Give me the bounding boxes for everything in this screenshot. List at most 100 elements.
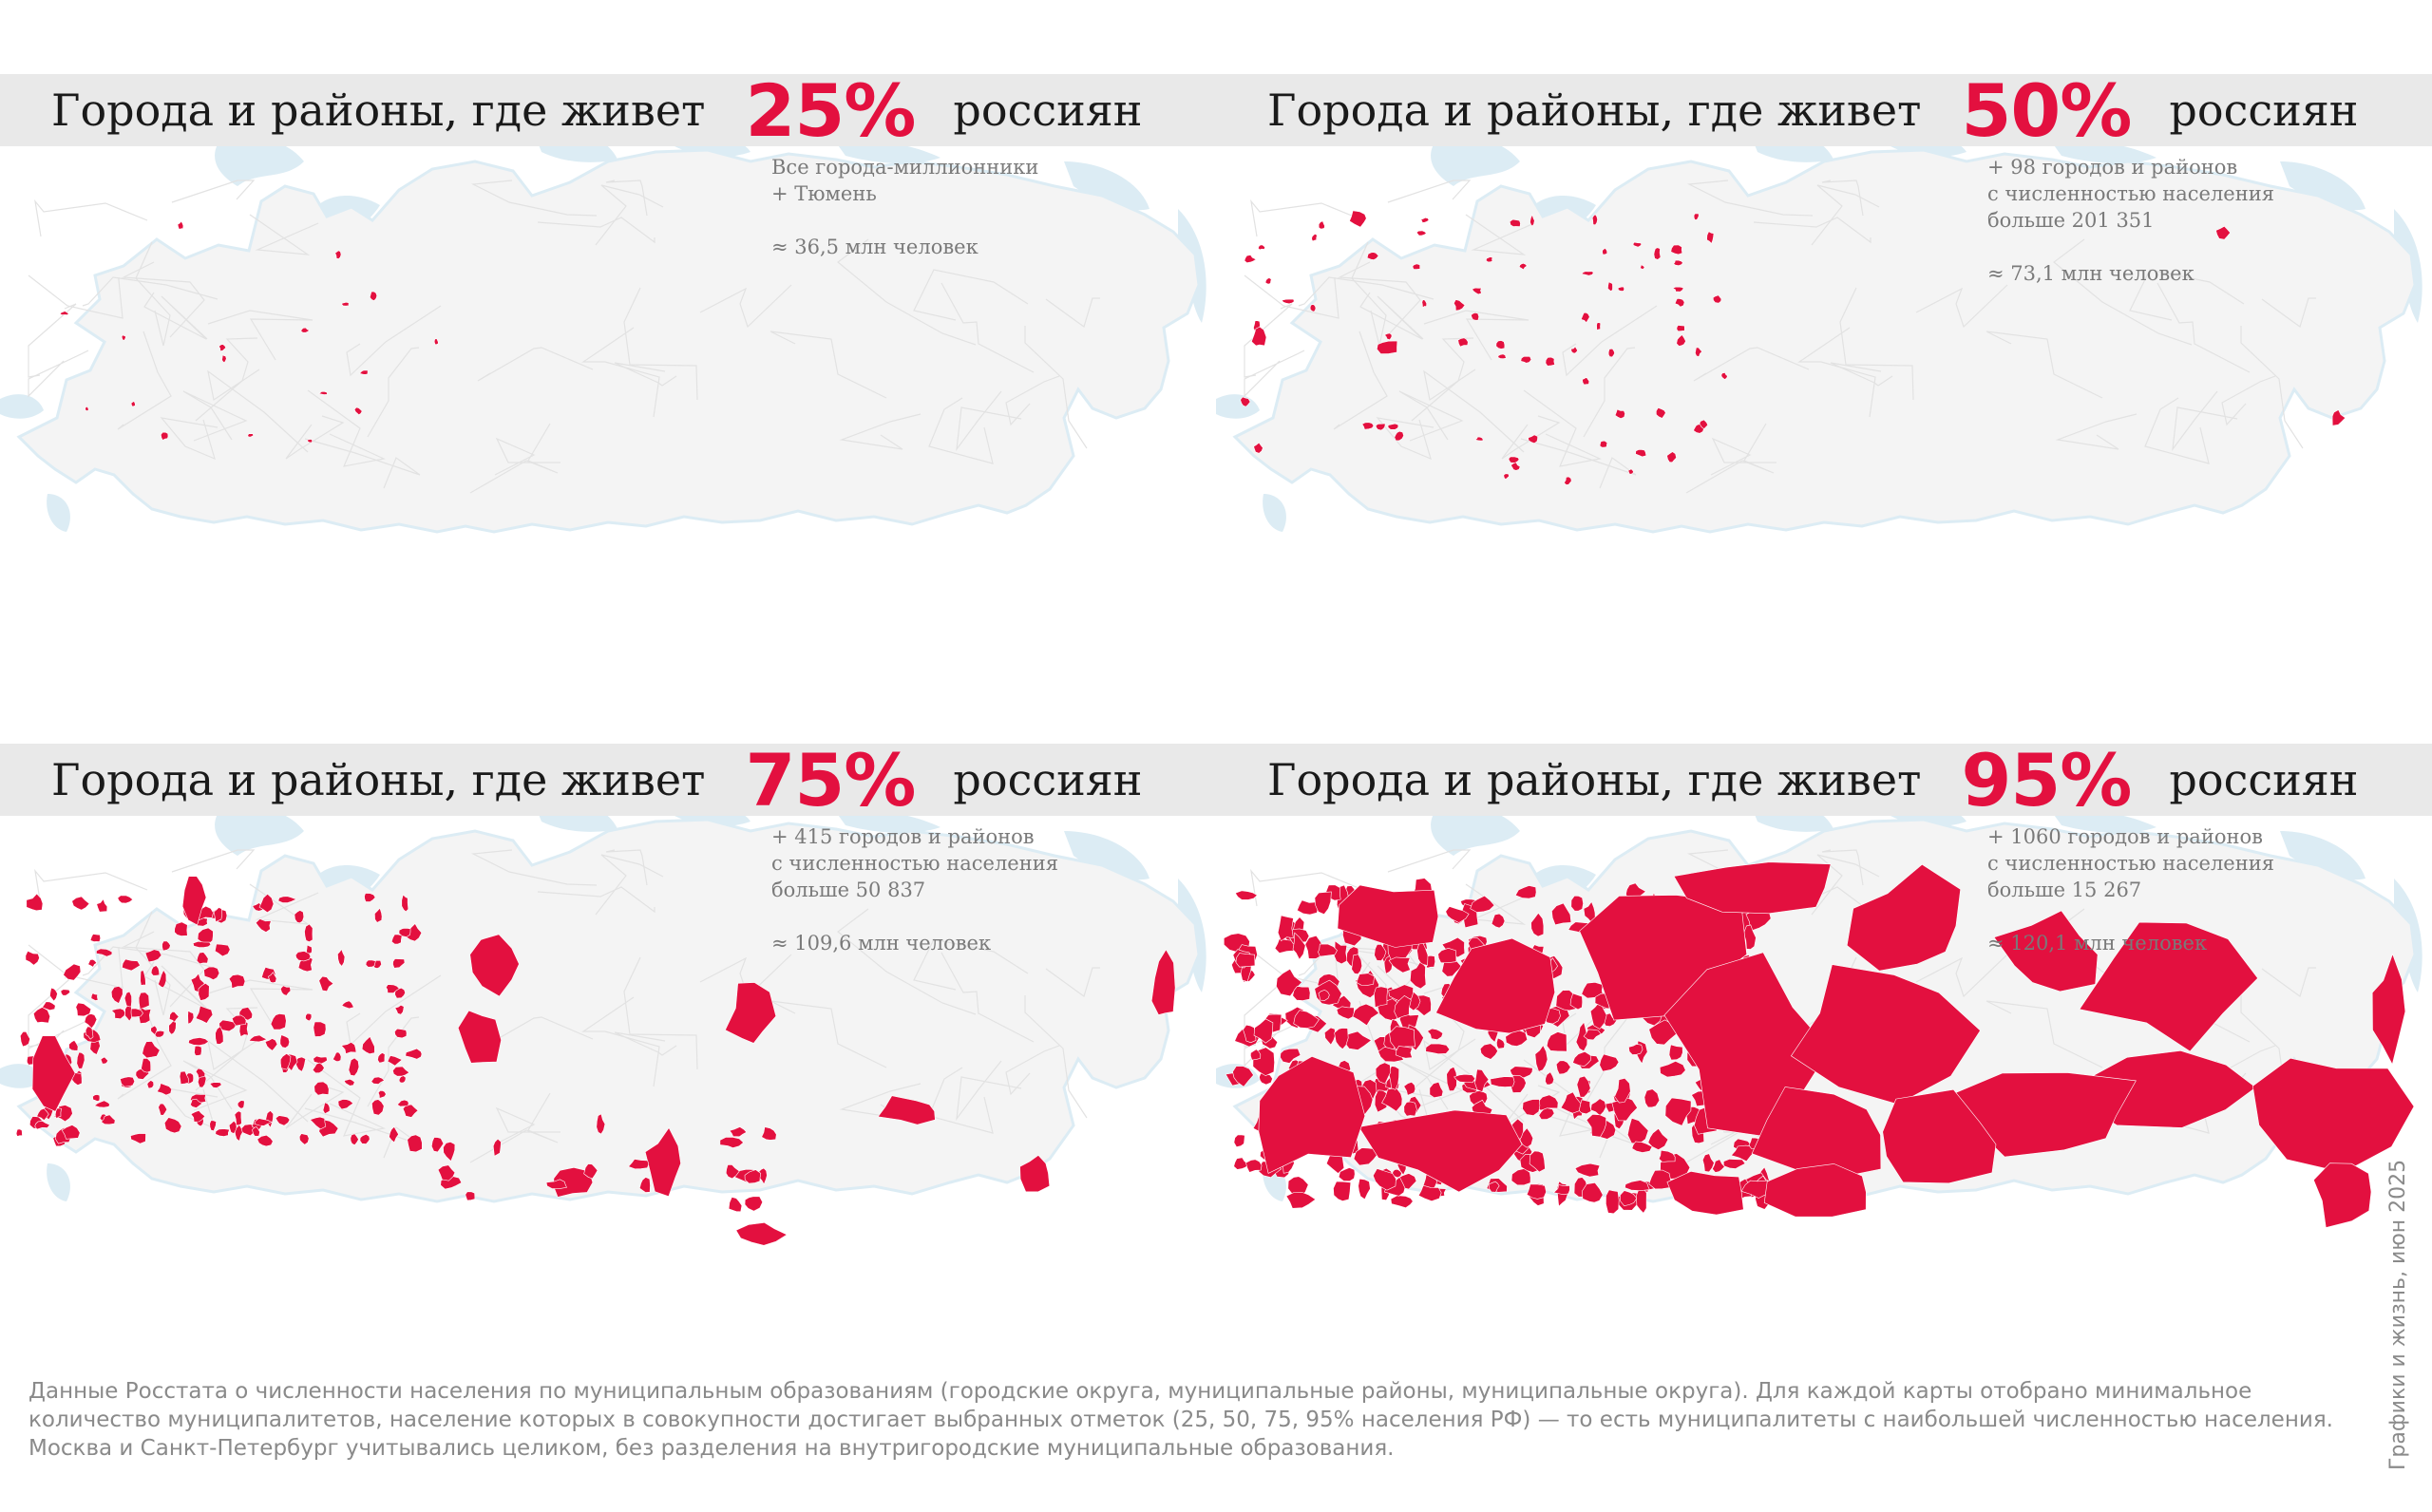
region-border [182,1060,248,1111]
region-border [1915,284,2008,329]
municipality [1292,986,1311,1001]
municipality [1445,906,1470,923]
municipality [1250,1049,1262,1061]
region-border [699,284,792,329]
region-border [1005,375,1060,426]
municipality [1388,956,1411,973]
municipality [457,1010,502,1064]
municipality [1520,355,1532,364]
municipality [1664,1097,1692,1126]
municipality [1257,244,1265,251]
municipality [728,1197,743,1213]
municipality [54,1107,62,1120]
municipality [1706,231,1715,245]
municipality [1240,396,1251,407]
municipality [729,1126,748,1138]
municipality [1446,1066,1457,1092]
municipality [1522,1099,1541,1116]
municipality [744,1196,764,1212]
footnote: Данные Росстата о численности населения … [28,1379,2333,1461]
russia-landmass [1232,148,2417,534]
municipality [1670,244,1683,255]
municipality [1258,1056,1366,1174]
municipality [163,1117,182,1134]
region-border [28,303,77,378]
region-border [2172,390,2238,452]
municipality [255,918,272,933]
region-border [1986,331,2103,399]
region-border [940,952,1035,1043]
description-line: с численностью населения [1987,182,2274,205]
municipality [433,338,439,346]
municipality [1626,1118,1649,1144]
russia-map [0,803,1206,1246]
municipality [179,1070,189,1085]
municipality [121,334,126,341]
municipality [398,1075,407,1084]
municipality [390,934,403,945]
municipality [370,1076,386,1085]
title-tail: россиян [2169,754,2359,805]
municipality [361,1035,375,1055]
municipality [89,934,102,942]
municipality [1358,1178,1371,1200]
region-border [28,350,89,398]
region-border [837,908,977,1015]
municipality [270,1013,287,1030]
municipality [1496,1037,1506,1049]
municipality [377,1052,386,1064]
credit: Графики и жизнь, июн 2025 [2386,1159,2410,1470]
municipality [313,1055,328,1065]
region-border [1710,437,1776,476]
municipality [1374,943,1387,961]
municipality [1349,210,1367,228]
population-total: ≈ 120,1 млн человек [1987,932,2208,954]
description-line: больше 201 351 [1987,209,2155,232]
sea [1431,137,1520,186]
municipality [340,1042,357,1054]
region-border [614,1031,677,1056]
municipality [1693,213,1700,220]
municipality [1474,1068,1490,1093]
municipality [1551,902,1572,926]
municipality [1437,947,1457,964]
title-band [1216,744,2432,816]
municipality [140,970,146,986]
population-percent: 75% [745,737,917,822]
municipality [309,1116,327,1130]
region-border [1387,180,1472,203]
municipality [144,949,162,963]
municipality [1611,1097,1638,1122]
municipality [1569,992,1584,1011]
municipality [1673,861,1832,915]
population-total: ≈ 109,6 млн человек [771,932,992,954]
municipality [138,992,150,1010]
municipality [1555,1060,1571,1075]
municipality [1150,949,1176,1015]
region-border [367,347,420,438]
municipality [1429,1081,1444,1099]
region-border [928,397,994,464]
russia-map [1216,133,2422,534]
map-panel-4: Города и районы, где живет 95% россиян +… [1216,670,2432,1353]
municipality [1323,1027,1336,1046]
municipality [1375,423,1386,431]
municipality [237,1100,245,1109]
municipality [1503,473,1510,480]
region-border [117,331,172,430]
region-border [494,1106,560,1145]
municipality [332,1051,342,1062]
region-border [614,362,677,387]
municipality [2215,225,2232,240]
municipality [252,1126,260,1137]
municipality [359,369,369,375]
municipality [1673,259,1684,267]
municipality [1474,436,1484,442]
region-border [34,868,148,907]
municipality [1607,348,1615,358]
municipality [1545,356,1555,367]
municipality [1658,1149,1676,1162]
municipality [1666,1170,1744,1216]
municipality [1251,326,1267,347]
municipality [401,894,409,913]
